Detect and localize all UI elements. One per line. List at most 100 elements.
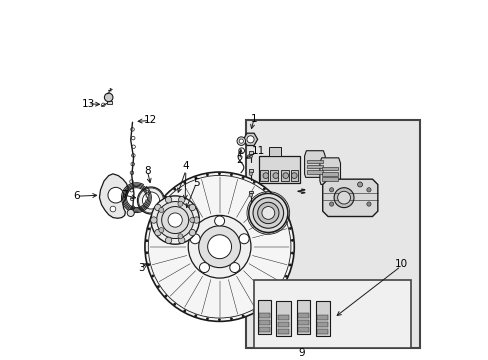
Circle shape	[290, 239, 293, 242]
Bar	[298, 313, 308, 318]
Circle shape	[263, 173, 268, 179]
Text: 7: 7	[121, 190, 128, 200]
Circle shape	[190, 234, 200, 244]
Circle shape	[148, 175, 290, 318]
Bar	[296, 300, 310, 334]
Text: 5: 5	[193, 178, 200, 188]
Circle shape	[145, 239, 148, 242]
Circle shape	[205, 173, 208, 176]
Circle shape	[159, 228, 163, 233]
Circle shape	[178, 237, 184, 244]
Bar	[322, 167, 337, 170]
Bar	[257, 300, 271, 334]
Circle shape	[165, 237, 171, 244]
Circle shape	[183, 181, 186, 184]
Polygon shape	[304, 151, 325, 177]
Circle shape	[151, 275, 154, 278]
Text: 1: 1	[250, 114, 257, 124]
Circle shape	[263, 188, 265, 190]
Circle shape	[194, 314, 197, 317]
Circle shape	[188, 215, 250, 278]
Bar	[290, 170, 297, 181]
Circle shape	[104, 93, 113, 102]
Circle shape	[290, 252, 293, 255]
Bar	[254, 280, 410, 348]
Circle shape	[271, 295, 274, 298]
Circle shape	[151, 216, 154, 219]
Circle shape	[150, 217, 157, 223]
Circle shape	[199, 262, 209, 273]
Circle shape	[257, 202, 279, 224]
Circle shape	[193, 217, 199, 223]
Polygon shape	[319, 158, 340, 184]
Circle shape	[157, 285, 160, 288]
Circle shape	[333, 188, 353, 208]
Circle shape	[239, 139, 243, 143]
Circle shape	[248, 193, 287, 233]
Circle shape	[239, 234, 248, 244]
Circle shape	[329, 202, 333, 206]
Circle shape	[218, 318, 221, 321]
Bar	[248, 152, 252, 154]
Circle shape	[229, 173, 232, 176]
Text: 12: 12	[143, 116, 157, 126]
Bar	[259, 320, 269, 325]
Circle shape	[366, 202, 370, 206]
Bar	[260, 170, 268, 181]
Bar	[315, 301, 329, 336]
Circle shape	[205, 317, 208, 320]
Text: 13: 13	[81, 99, 95, 109]
Polygon shape	[322, 179, 377, 216]
Circle shape	[291, 173, 297, 179]
Circle shape	[283, 173, 288, 179]
Circle shape	[229, 262, 239, 273]
Text: 2: 2	[236, 155, 243, 165]
Circle shape	[285, 275, 287, 278]
Circle shape	[229, 318, 232, 320]
Bar	[246, 121, 420, 348]
Bar	[248, 169, 252, 172]
Circle shape	[189, 217, 194, 222]
Bar	[298, 328, 308, 332]
Circle shape	[178, 201, 183, 206]
Circle shape	[329, 188, 333, 192]
Bar	[298, 320, 308, 325]
Circle shape	[157, 206, 160, 208]
Circle shape	[246, 136, 254, 143]
Circle shape	[271, 195, 274, 198]
Bar	[322, 172, 337, 176]
Circle shape	[218, 172, 221, 175]
Circle shape	[337, 191, 350, 204]
Bar	[306, 165, 322, 168]
Text: 10: 10	[394, 259, 407, 269]
Circle shape	[279, 285, 282, 288]
Circle shape	[178, 197, 184, 203]
Circle shape	[127, 210, 134, 216]
Circle shape	[144, 172, 294, 321]
Text: 8: 8	[144, 166, 150, 176]
Bar	[259, 313, 269, 318]
Text: 9: 9	[298, 348, 304, 358]
Circle shape	[207, 235, 231, 259]
Bar	[248, 190, 252, 193]
Circle shape	[279, 205, 282, 208]
Circle shape	[189, 204, 195, 211]
Bar	[107, 100, 112, 104]
Bar	[268, 147, 281, 156]
Circle shape	[241, 176, 244, 179]
Circle shape	[252, 181, 255, 184]
Circle shape	[159, 207, 163, 212]
Circle shape	[110, 206, 116, 212]
Circle shape	[262, 207, 274, 219]
Bar	[258, 156, 299, 183]
Circle shape	[272, 173, 278, 179]
Text: 6: 6	[73, 191, 80, 201]
Circle shape	[183, 310, 186, 312]
Circle shape	[357, 182, 362, 187]
Bar	[316, 315, 328, 320]
Circle shape	[137, 187, 164, 214]
Circle shape	[142, 192, 159, 209]
Circle shape	[198, 226, 240, 267]
Circle shape	[241, 314, 244, 317]
Text: 3: 3	[138, 263, 144, 273]
